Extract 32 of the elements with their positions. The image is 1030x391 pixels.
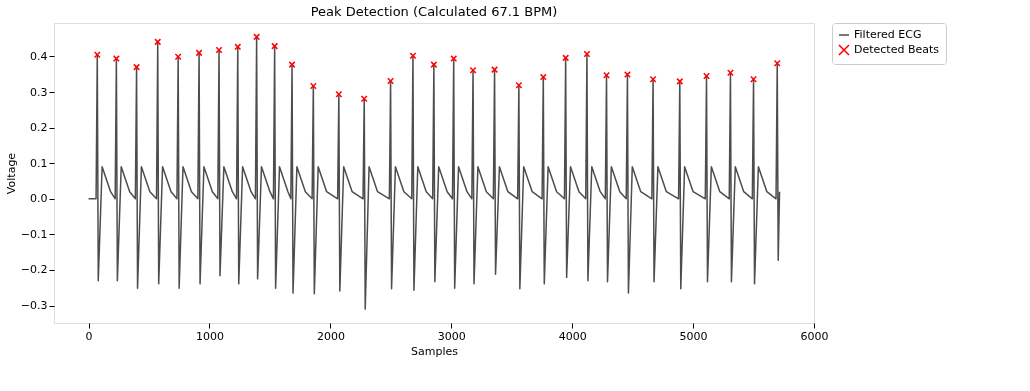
y-tick-label: 0.2 <box>30 121 48 135</box>
point <box>491 66 499 74</box>
y-tick-label: −0.1 <box>20 227 48 241</box>
point <box>360 95 368 103</box>
y-axis-title: Voltage <box>4 152 18 195</box>
x-tick-label: 3000 <box>437 329 466 343</box>
x-tick-label: 6000 <box>800 329 829 343</box>
point <box>93 51 101 59</box>
legend-label: Detected Beats <box>854 43 940 56</box>
point <box>335 90 343 98</box>
x-tick-label: 4000 <box>558 329 587 343</box>
x-tick-label: 1000 <box>195 329 224 343</box>
y-tick-label: 0.3 <box>30 85 48 99</box>
point <box>195 49 203 57</box>
point <box>623 71 631 79</box>
x-axis-title: Samples <box>411 344 459 358</box>
point <box>215 46 223 54</box>
point <box>583 50 591 58</box>
y-tick-label: 0.0 <box>30 192 48 206</box>
x-tick-label: 5000 <box>679 329 708 343</box>
legend-label: Filtered ECG <box>854 28 922 41</box>
point <box>773 59 781 67</box>
point <box>112 55 120 63</box>
chart-title: Peak Detection (Calculated 67.1 BPM) <box>310 3 558 19</box>
line-series <box>87 36 781 310</box>
x-tick-label: 0 <box>85 329 93 343</box>
y-tick-label: 0.1 <box>30 156 48 170</box>
y-tick-label: −0.3 <box>20 299 48 313</box>
x-tick-label: 2000 <box>316 329 345 343</box>
y-tick-label: 0.4 <box>30 49 48 63</box>
point <box>174 53 182 61</box>
y-tick-label: −0.2 <box>20 263 48 277</box>
